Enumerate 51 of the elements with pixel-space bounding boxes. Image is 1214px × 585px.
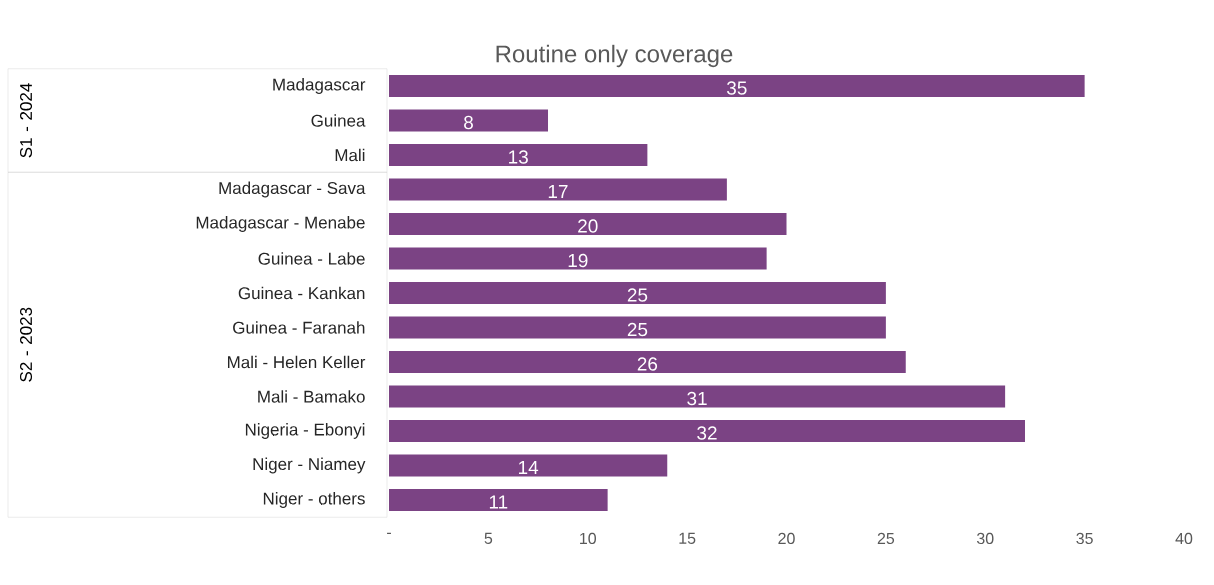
x-tick-label: 30	[976, 532, 994, 545]
chart-title: Routine only coverage	[496, 44, 733, 68]
bar	[389, 109, 549, 132]
y-tick-label: Mali	[335, 148, 365, 162]
data-label: 19	[568, 253, 588, 268]
x-tick-label: 10	[580, 532, 597, 545]
y-tick-label: Madagascar - Menabe	[196, 216, 365, 232]
y-tick-label: Guinea - Labe	[258, 252, 365, 265]
bar	[389, 178, 727, 201]
bar	[389, 488, 608, 511]
x-tick-label: 25	[877, 532, 895, 545]
data-label: 13	[509, 150, 528, 164]
y-tick-label: Mali - Helen Keller	[227, 355, 366, 369]
data-label: 8	[464, 115, 473, 130]
bar	[389, 74, 1085, 97]
y-tick-label: Guinea - Kankan	[238, 286, 365, 300]
bar	[389, 419, 1025, 442]
bar	[389, 247, 767, 270]
text: S2 - 2023	[19, 307, 33, 382]
y-tick-label: Mali - Bamako	[258, 390, 365, 403]
data-label: 20	[578, 219, 598, 233]
y-tick-label: Niger - Niamey	[253, 457, 366, 474]
bar	[389, 454, 668, 477]
text: S1 - 2024	[19, 83, 33, 158]
y-tick-label: Madagascar - Sava	[219, 181, 366, 198]
x-tick-label: 15	[679, 532, 696, 544]
y-tick-label: Guinea - Faranah	[233, 321, 365, 334]
x-tick-label: 5	[484, 532, 493, 544]
y-tick-label: Madagascar	[273, 78, 366, 94]
bar	[389, 385, 1006, 408]
y-tick-label: Niger - others	[263, 492, 365, 508]
data-label: 35	[726, 81, 747, 95]
data-label: 32	[697, 426, 717, 440]
y-tick-label: Guinea	[311, 114, 366, 127]
bar	[389, 350, 906, 373]
data-label: 25	[627, 322, 648, 337]
bar	[389, 212, 787, 235]
data-label: 25	[627, 288, 648, 302]
data-label: 11	[489, 495, 508, 509]
data-label: 26	[637, 357, 658, 371]
bar	[389, 143, 648, 166]
x-tick-label: 35	[1076, 532, 1093, 545]
bar	[389, 281, 886, 304]
x-tick-label: 40	[1175, 532, 1193, 545]
x-tick-label: 20	[778, 532, 795, 545]
data-label: 14	[519, 460, 539, 475]
data-label: 17	[548, 184, 568, 199]
bar	[389, 316, 886, 339]
y-tick-label: Nigeria - Ebonyi	[245, 423, 365, 439]
data-label: 31	[687, 391, 707, 406]
x-tick-label: -	[387, 532, 391, 535]
